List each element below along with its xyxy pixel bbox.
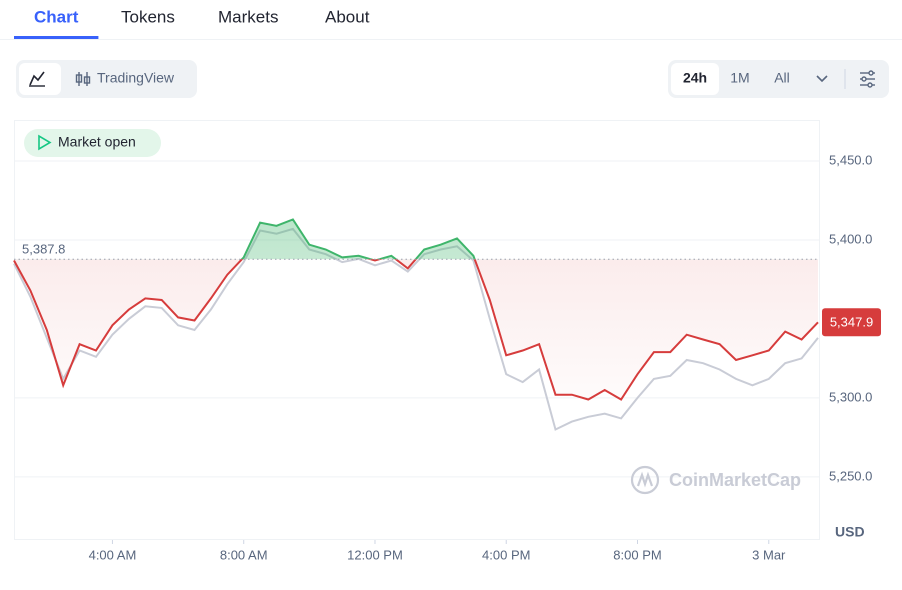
- range-option[interactable]: 24h: [683, 70, 707, 86]
- watermark: CoinMarketCap: [669, 470, 801, 490]
- range-selected: [671, 63, 719, 95]
- reference-label: 5,387.8: [22, 242, 65, 257]
- x-tick-label: 4:00 PM: [482, 547, 530, 562]
- tab[interactable]: Markets: [218, 7, 278, 26]
- watermark-logo: [630, 465, 660, 495]
- x-tick-label: 12:00 PM: [347, 547, 403, 562]
- range-option[interactable]: 1M: [730, 70, 749, 86]
- tab[interactable]: Chart: [34, 7, 79, 26]
- y-tick-label: 5,250.0: [829, 468, 872, 483]
- y-tick-label: 5,400.0: [829, 231, 872, 246]
- range-dropdown[interactable]: [816, 75, 828, 83]
- candle-icon: [75, 72, 91, 86]
- tab[interactable]: About: [325, 7, 370, 26]
- x-tick-label: 8:00 PM: [613, 547, 661, 562]
- range-toggle: [668, 60, 889, 98]
- area-below: [14, 259, 818, 400]
- x-tick-label: 3 Mar: [752, 547, 786, 562]
- x-tick-label: 8:00 AM: [220, 547, 268, 562]
- market-status: Market open: [58, 134, 136, 150]
- currency-label: USD: [835, 524, 865, 540]
- chart-frame: [14, 120, 820, 540]
- y-tick-label: 5,300.0: [829, 389, 872, 404]
- x-tick-label: 4:00 AM: [89, 547, 137, 562]
- tab-bar: Chart Tokens Markets About: [14, 7, 370, 39]
- tab[interactable]: Tokens: [121, 7, 175, 26]
- line-view-button[interactable]: [19, 63, 61, 95]
- reference-label-bg: [18, 241, 72, 258]
- compare-line: [13, 227, 819, 431]
- market-badge: [24, 129, 161, 157]
- y-tick-label: 5,450.0: [829, 152, 872, 167]
- play-icon: [38, 134, 52, 151]
- range-group: 24h 1M All: [671, 63, 790, 95]
- view-toggle: [16, 60, 197, 98]
- current-price-tag: [822, 308, 881, 337]
- current-price: 5,347.9: [830, 315, 873, 330]
- settings-button[interactable]: [860, 70, 875, 88]
- tradingview-button[interactable]: TradingView: [97, 70, 175, 86]
- range-option[interactable]: All: [774, 70, 790, 86]
- line-icon: [29, 71, 45, 86]
- chart: 5,250.0 5,300.0 5,400.0 5,450.0 4:00 AM 8:00 …: [13, 152, 881, 562]
- tab-underline: [14, 36, 99, 39]
- price-line-down: [13, 259, 819, 401]
